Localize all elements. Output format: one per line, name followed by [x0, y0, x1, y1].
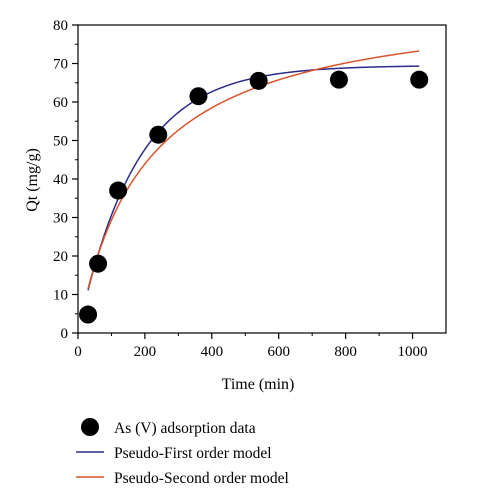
y-tick-label: 30 [53, 211, 68, 227]
y-tick-label: 10 [53, 288, 68, 304]
legend-marker [81, 418, 99, 436]
x-tick-label: 800 [334, 344, 357, 360]
y-tick-label: 40 [53, 172, 68, 188]
legend-label: Pseudo-Second order model [114, 470, 289, 487]
legend-label: Pseudo-First order model [114, 445, 272, 462]
y-tick-label: 60 [53, 95, 68, 111]
data-point [329, 70, 348, 89]
y-tick-label: 0 [61, 326, 69, 342]
x-tick-label: 0 [74, 344, 82, 360]
data-point [109, 181, 128, 200]
legend-label: As (V) adsorption data [114, 420, 256, 437]
y-tick-label: 50 [53, 134, 68, 150]
data-points [79, 70, 429, 324]
axes: 0 200 400 600 800 1000 0 10 20 30 40 50 60 70 80 [53, 18, 447, 360]
pseudo-first-order-curve [87, 65, 420, 291]
y-axis-label: Qt (mg/g) [24, 148, 41, 212]
y-tick-label: 20 [53, 249, 68, 265]
data-point [89, 254, 108, 273]
data-point [79, 305, 98, 324]
x-axis-label: Time (min) [222, 376, 295, 393]
pseudo-second-order-curve [87, 50, 420, 289]
x-tick-label: 200 [134, 344, 157, 360]
y-tick-label: 70 [53, 57, 68, 73]
legend: As (V) adsorption data Pseudo-First order… [76, 418, 289, 487]
x-tick-label: 1000 [398, 344, 428, 360]
y-tick-label: 80 [53, 18, 68, 34]
data-point [189, 87, 208, 106]
data-point [149, 125, 168, 144]
data-point [249, 71, 268, 90]
data-point [410, 70, 429, 89]
x-tick-label: 400 [201, 344, 224, 360]
x-tick-label: 600 [267, 344, 290, 360]
